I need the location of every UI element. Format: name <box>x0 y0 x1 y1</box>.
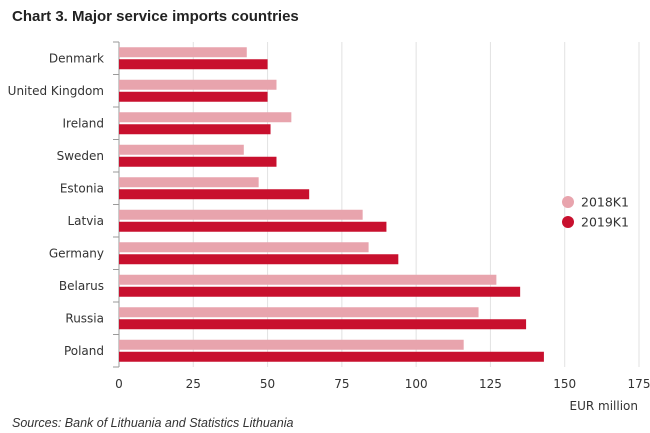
bar-2018k1 <box>119 242 369 253</box>
category-label: Sweden <box>57 149 104 163</box>
legend-label-2018k1: 2018K1 <box>581 195 629 210</box>
category-label: Russia <box>65 311 104 325</box>
legend-marker-2018k1 <box>562 196 574 208</box>
bar-2019k1 <box>119 156 277 167</box>
x-axis-title: EUR million <box>570 399 639 413</box>
legend-marker-2019k1 <box>562 216 574 228</box>
bar-2018k1 <box>119 47 247 58</box>
x-tick-label: 100 <box>405 377 428 391</box>
chart-source-note: Sources: Bank of Lithuania and Statistic… <box>12 416 294 430</box>
bar-2018k1 <box>119 274 497 285</box>
bar-2019k1 <box>119 351 544 362</box>
x-tick-label: 150 <box>553 377 576 391</box>
bar-2018k1 <box>119 177 259 188</box>
bar-2018k1 <box>119 209 363 220</box>
category-label: Latvia <box>67 214 104 228</box>
bar-2019k1 <box>119 189 310 200</box>
x-tick-label: 125 <box>479 377 502 391</box>
bar-2019k1 <box>119 91 268 102</box>
category-label: Ireland <box>62 116 104 130</box>
bar-2018k1 <box>119 307 479 318</box>
bar-2019k1 <box>119 286 521 297</box>
bar-2019k1 <box>119 59 268 70</box>
bar-2018k1 <box>119 339 464 350</box>
bar-2018k1 <box>119 144 244 155</box>
bar-2019k1 <box>119 221 387 232</box>
bar-2019k1 <box>119 124 271 135</box>
category-label: Belarus <box>59 279 104 293</box>
bar-2019k1 <box>119 254 399 265</box>
x-tick-label: 175 <box>628 377 650 391</box>
x-tick-label: 25 <box>186 377 201 391</box>
x-tick-label: 0 <box>115 377 123 391</box>
x-tick-label: 50 <box>260 377 275 391</box>
legend-label-2019k1: 2019K1 <box>581 215 629 230</box>
category-label: Denmark <box>49 51 104 65</box>
bar-2019k1 <box>119 319 527 330</box>
x-tick-label: 75 <box>334 377 349 391</box>
chart-title: Chart 3. Major service imports countries <box>12 8 299 25</box>
category-label: Germany <box>49 246 104 260</box>
category-label: Estonia <box>60 181 104 195</box>
bar-2018k1 <box>119 79 277 90</box>
category-label: United Kingdom <box>8 84 104 98</box>
category-label: Poland <box>64 344 104 358</box>
bar-2018k1 <box>119 112 292 123</box>
